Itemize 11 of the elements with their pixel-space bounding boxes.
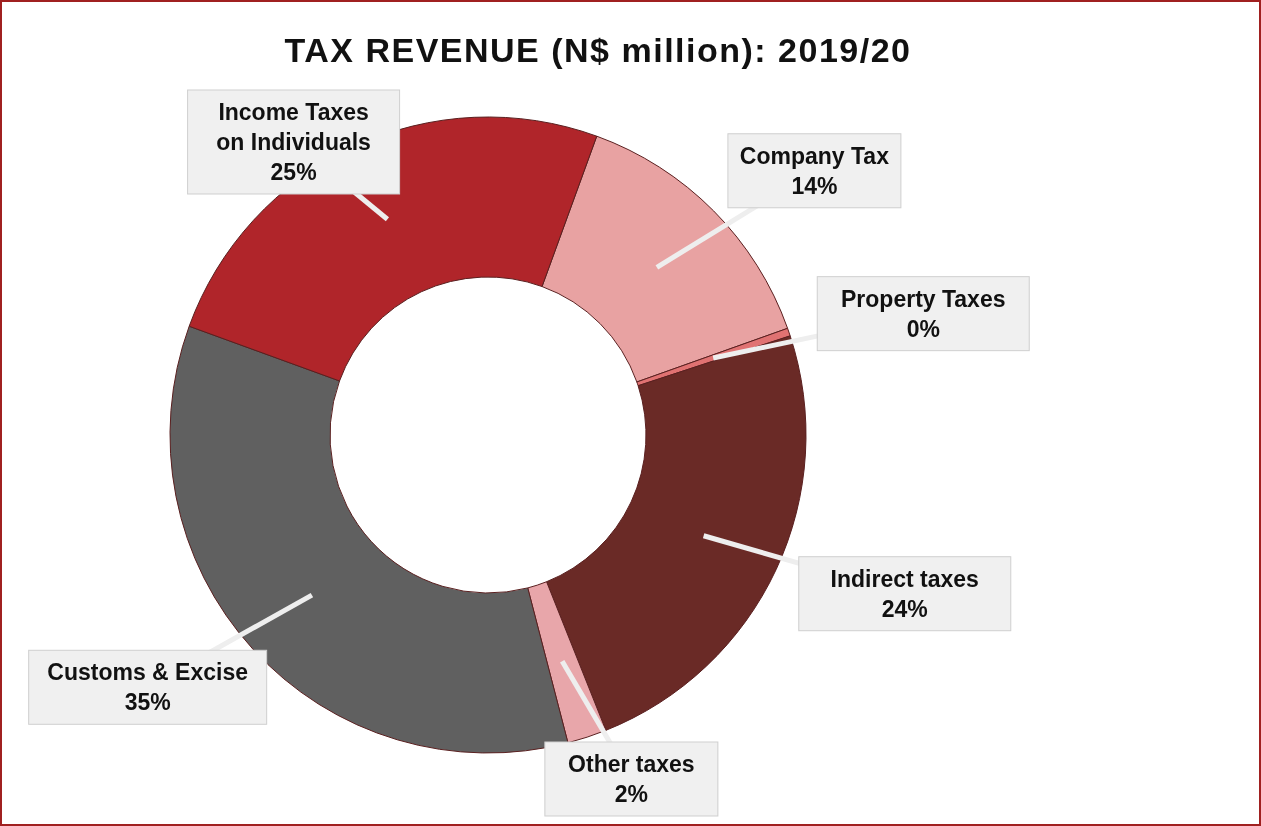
data-label: 35% bbox=[124, 689, 171, 716]
data-label: 0% bbox=[906, 315, 940, 342]
slice-label: Other taxes bbox=[568, 751, 695, 777]
slice-label: Company Tax bbox=[739, 142, 890, 169]
data-label: 14% bbox=[791, 172, 838, 199]
slice-label: Property Taxes bbox=[841, 285, 1006, 312]
data-label: 2% bbox=[614, 781, 648, 807]
data-label: 24% bbox=[881, 595, 928, 622]
chart-title: TAX REVENUE (N$ million): 2019/20 bbox=[284, 31, 912, 69]
slice-label: Income Taxes on Individuals bbox=[216, 99, 371, 155]
slice-label: Customs & Excise bbox=[47, 659, 249, 686]
